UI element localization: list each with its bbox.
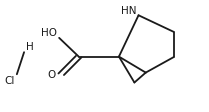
- Text: HN: HN: [121, 6, 136, 16]
- Text: HO: HO: [41, 28, 57, 37]
- Text: Cl: Cl: [4, 76, 15, 86]
- Text: O: O: [48, 70, 56, 80]
- Text: H: H: [26, 42, 34, 52]
